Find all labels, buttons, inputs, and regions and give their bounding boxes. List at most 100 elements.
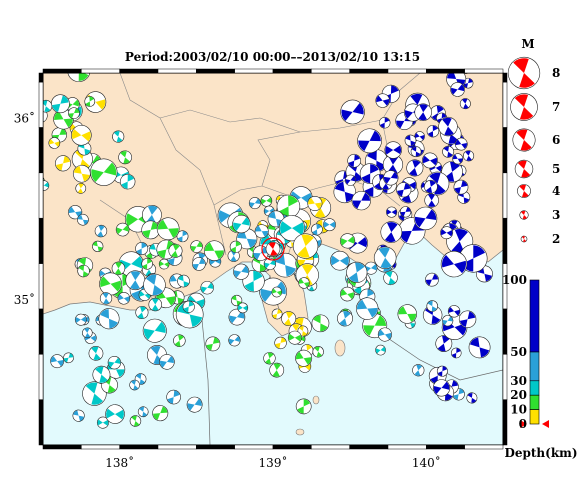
frame-tick-bar [157,68,197,74]
focal-mechanism [111,261,126,276]
focal-mechanism [435,335,453,353]
focal-mechanism [233,263,250,280]
focal-mechanism [373,246,397,270]
focal-mechanism [307,196,323,211]
focal-mechanism [232,214,251,234]
focal-mechanism [312,346,324,358]
frame-ticks [38,68,508,450]
focal-mechanism [340,286,355,302]
focal-mechanism [466,392,478,404]
focal-mechanism [141,258,153,270]
focal-mechanism [92,240,104,252]
frame-tick-bar [502,127,508,174]
focal-mechanism [440,226,454,240]
focal-mechanism [399,206,412,218]
focal-mechanism [135,305,149,320]
focal-mechanism [269,362,285,378]
focal-mechanism [229,240,242,253]
focal-mechanism [48,137,61,149]
magnitude-legend: M 8 7 6 5 4 3 2 [507,37,560,246]
focal-mechanism [383,270,398,286]
focal-mechanism [442,145,455,158]
focal-mechanism [173,334,186,347]
focal-mechanism [43,99,53,113]
x-tick-label: 138˚ [105,455,134,470]
x-tick-label: 139˚ [259,455,288,470]
focal-mechanism [454,137,468,151]
focal-mechanism [84,96,96,107]
frame-tick-bar [502,354,508,400]
frame-tick-bar [81,444,120,450]
focal-mechanism [186,396,203,413]
frame-tick-bar [272,444,312,450]
focal-mechanism [311,223,323,236]
frame-tick-bar [157,444,197,450]
focal-mechanism [263,352,276,365]
focal-mechanism [88,346,104,361]
frame-tick-bar [38,399,44,446]
frame-tick-bar [311,444,350,450]
focal-mechanism [242,269,265,293]
frame-tick-bar [42,68,82,74]
frame-tick-bar [38,217,44,264]
depth-tick-label: 100 [502,273,527,287]
focal-mechanism [507,56,541,90]
frame-tick-bar [38,263,44,310]
depth-legend-label: Depth(km) [504,446,577,460]
focal-mechanism [468,336,491,359]
focal-mechanism [351,190,371,211]
highlight-ring [261,237,285,261]
focal-mechanism [414,131,425,142]
focal-mechanism [159,354,175,370]
focal-mechanism [384,141,402,159]
focal-mechanism [271,308,283,320]
focal-mechanism [204,240,225,261]
focal-mechanism [112,130,125,143]
focal-mechanism [425,272,439,287]
focal-mechanism [177,274,190,288]
focal-mechanism [43,180,50,191]
focal-mechanism [442,315,454,327]
map-area[interactable] [30,57,503,445]
focal-mechanism [450,82,465,97]
focal-mechanism [287,330,302,345]
frame-tick-bar [464,68,504,74]
frame-tick-bar [349,444,389,450]
focal-mechanism [339,233,356,249]
focal-mechanism [143,273,166,297]
focal-mechanism [74,313,87,326]
focal-mechanism [75,183,87,194]
focal-mechanism [311,314,330,333]
focal-mechanism [452,153,464,165]
focal-mechanism [68,107,80,120]
focal-mechanism [380,221,403,243]
frame-tick-bar [234,444,274,450]
axis-labels: 138˚ 139˚ 140˚ 36˚ 35˚ [14,110,441,470]
focal-mechanism [190,240,203,253]
focal-mechanism [462,150,475,162]
focal-mechanism [237,302,249,314]
frame-tick-bar [502,217,508,264]
magnitude-legend-label: 7 [552,100,560,114]
focal-mechanism [453,179,469,195]
frame-tick-bar [38,127,44,174]
focal-mechanism [142,318,167,343]
magnitude-legend-label: 3 [552,208,560,222]
focal-mechanism [375,93,390,108]
focal-mechanism [440,250,468,278]
focal-mechanism [356,297,379,320]
focal-mechanism [346,261,368,283]
focal-mechanism [118,150,132,165]
frame-tick-bar [119,68,159,74]
focal-mechanism [248,197,261,210]
focal-mechanism [129,379,140,391]
magnitude-legend-label: 8 [552,66,560,80]
focal-mechanism [396,182,412,198]
frame-tick-bar [502,399,508,446]
frame-tick-bar [38,72,44,83]
focal-mechanism [278,215,306,242]
focal-mechanism [94,224,108,238]
focal-mechanism [77,264,90,278]
frame-tick-bar [196,68,235,74]
